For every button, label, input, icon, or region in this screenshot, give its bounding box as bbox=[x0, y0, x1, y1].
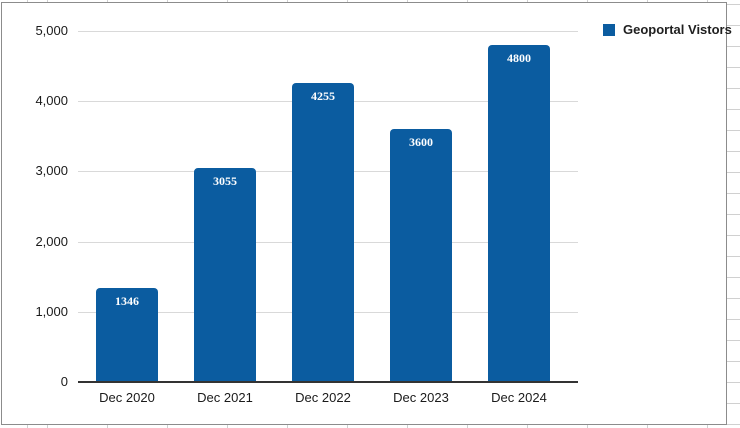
x-axis-tick-label: Dec 2020 bbox=[99, 390, 155, 405]
x-axis-tick-label: Dec 2021 bbox=[197, 390, 253, 405]
bar-value-label: 3055 bbox=[213, 174, 237, 188]
x-axis-line bbox=[78, 381, 578, 383]
bar[interactable] bbox=[194, 168, 256, 382]
y-axis-tick-label: 0 bbox=[60, 374, 68, 389]
legend-swatch-icon bbox=[603, 23, 615, 36]
bar-value-label: 4800 bbox=[507, 51, 531, 65]
gridline bbox=[78, 31, 578, 32]
y-axis-tick-label: 2,000 bbox=[35, 234, 68, 249]
bar-value-label: 4255 bbox=[311, 89, 335, 103]
legend[interactable]: Geoportal Vistors bbox=[603, 22, 732, 37]
x-axis-tick-label: Dec 2022 bbox=[295, 390, 351, 405]
bar[interactable] bbox=[292, 83, 354, 382]
bar-value-label: 3600 bbox=[409, 135, 433, 149]
bar-value-label: 1346 bbox=[115, 294, 139, 308]
spreadsheet-grid-sliver-bottom bbox=[0, 425, 740, 428]
y-axis-tick-label: 3,000 bbox=[35, 163, 68, 178]
bar[interactable] bbox=[390, 129, 452, 382]
bar[interactable] bbox=[488, 45, 550, 382]
y-axis-tick-label: 5,000 bbox=[35, 23, 68, 38]
x-axis-tick-label: Dec 2023 bbox=[393, 390, 449, 405]
spreadsheet-grid-sliver-right bbox=[727, 0, 740, 428]
legend-label: Geoportal Vistors bbox=[623, 22, 732, 37]
x-axis-tick-label: Dec 2024 bbox=[491, 390, 547, 405]
bar[interactable] bbox=[96, 288, 158, 382]
y-axis-tick-label: 1,000 bbox=[35, 304, 68, 319]
embedded-chart[interactable]: Geoportal Vistors 0 1,000 2,000 3,000 4,000 5… bbox=[1, 2, 732, 425]
spreadsheet-grid-sliver-top bbox=[0, 0, 740, 2]
y-axis-tick-label: 4,000 bbox=[35, 93, 68, 108]
